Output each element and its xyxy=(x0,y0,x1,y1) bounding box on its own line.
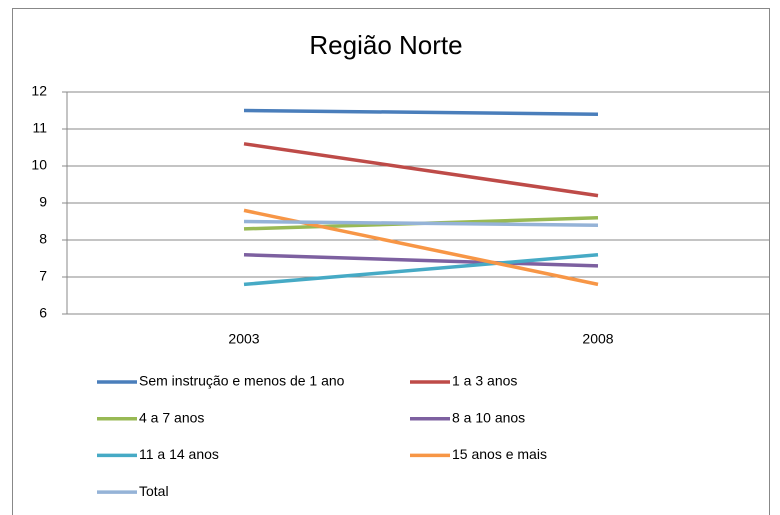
chart-title: Região Norte xyxy=(309,30,462,60)
legend-label: 1 a 3 anos xyxy=(452,373,517,389)
y-tick-label: 9 xyxy=(39,194,47,210)
y-tick-label: 11 xyxy=(32,120,47,136)
series-line xyxy=(243,108,599,116)
legend-label: Total xyxy=(139,483,169,499)
series-line xyxy=(243,253,599,268)
x-tick-label: 2003 xyxy=(228,331,259,347)
legend-label: 4 a 7 anos xyxy=(139,409,204,425)
y-tick-label: 6 xyxy=(39,305,47,321)
series-line xyxy=(243,219,599,227)
legend-label: 8 a 10 anos xyxy=(452,409,525,425)
series-line xyxy=(243,142,599,198)
y-tick-label: 7 xyxy=(39,268,47,284)
series-line xyxy=(243,253,599,287)
legend-label: Sem instrução e menos de 1 ano xyxy=(139,373,345,389)
y-tick-label: 12 xyxy=(31,83,47,99)
legend-label: 15 anos e mais xyxy=(452,446,547,462)
x-tick-label: 2008 xyxy=(582,331,613,347)
y-tick-label: 8 xyxy=(39,231,47,247)
y-tick-label: 10 xyxy=(31,157,47,173)
chart-border xyxy=(12,8,770,515)
legend-label: 11 a 14 anos xyxy=(139,446,219,462)
